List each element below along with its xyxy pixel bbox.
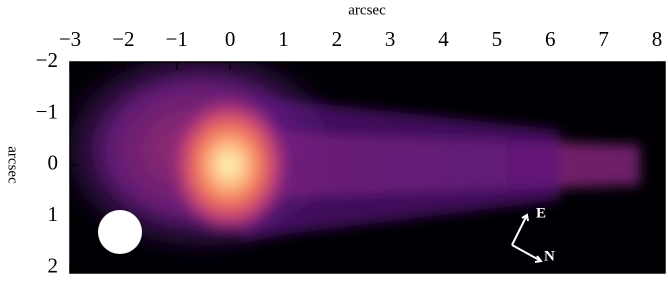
y-tick-label: −2 xyxy=(36,48,58,72)
annotation: E xyxy=(536,205,546,221)
x-tick-label: −2 xyxy=(112,27,134,51)
x-tick-label: 6 xyxy=(545,27,556,51)
compass xyxy=(511,213,543,263)
y-tick-label: 0 xyxy=(48,151,59,175)
x-tick-label: −1 xyxy=(166,27,188,51)
image xyxy=(70,62,665,273)
x-tick-label: 2 xyxy=(332,27,343,51)
y-tick-label: −1 xyxy=(36,99,58,123)
x-axis-label: arcsec xyxy=(348,2,386,18)
frame xyxy=(69,61,666,274)
x-tick-label: 8 xyxy=(652,27,663,51)
x-tick-label: 3 xyxy=(385,27,396,51)
y-tick-label: 2 xyxy=(48,254,59,278)
y-tick-label: 1 xyxy=(48,202,59,226)
x-tick-label: 1 xyxy=(278,27,289,51)
beam xyxy=(98,210,142,254)
x-tick-label: 7 xyxy=(598,27,609,51)
y-axis-label: arcsec xyxy=(5,146,21,184)
x-tick-label: 4 xyxy=(438,27,449,51)
x-tick-label: 0 xyxy=(225,27,236,51)
x-tick-label: 5 xyxy=(492,27,503,51)
x-tick-label: −3 xyxy=(59,27,81,51)
annotation: N xyxy=(544,248,555,264)
